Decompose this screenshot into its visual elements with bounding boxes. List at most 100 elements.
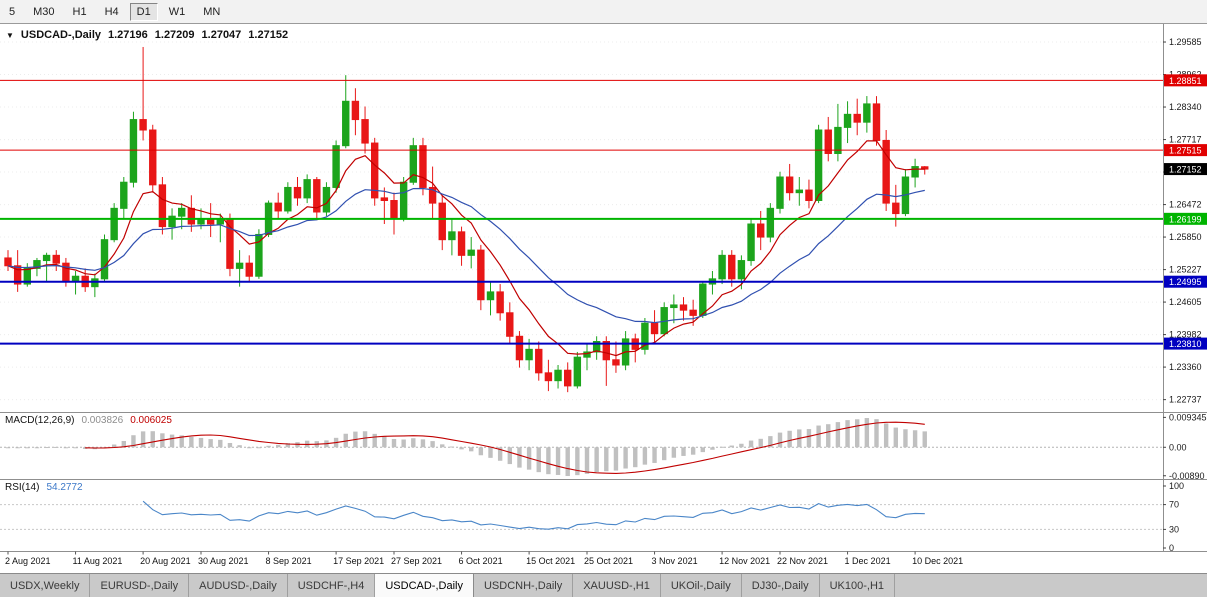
candle-body xyxy=(168,215,176,228)
ma-slow-line xyxy=(7,187,925,324)
macd-histogram-bar xyxy=(208,439,213,448)
macd-histogram-bar xyxy=(401,439,406,448)
candle-body xyxy=(467,249,475,256)
candle-body xyxy=(757,223,765,238)
price-line-label: 1.28851 xyxy=(1169,76,1202,86)
chart-canvas: 1.295851.289621.283401.277171.270951.264… xyxy=(0,24,1207,566)
macd-histogram-bar xyxy=(111,444,117,448)
macd-histogram-bar xyxy=(855,419,860,448)
price-axis-label: 1.24605 xyxy=(1169,297,1202,307)
macd-histogram-bar xyxy=(420,439,426,448)
chart-tab-eurusd-daily[interactable]: EURUSD-,Daily xyxy=(90,574,190,597)
price-axis-label: 1.26472 xyxy=(1169,200,1202,210)
candle-body xyxy=(718,254,726,280)
macd-histogram-bar xyxy=(826,424,831,448)
macd-histogram-bar xyxy=(440,444,445,448)
macd-histogram-bar xyxy=(536,447,541,473)
chart-tab-audusd-daily[interactable]: AUDUSD-,Daily xyxy=(189,574,288,597)
timeframe-button-w1[interactable]: W1 xyxy=(168,5,186,18)
ma-fast-line xyxy=(7,140,925,357)
candle-body xyxy=(882,139,890,204)
candle-body xyxy=(824,129,832,155)
candle-body xyxy=(293,186,302,199)
macd-histogram-bar xyxy=(748,440,754,448)
candle-body xyxy=(525,348,533,361)
date-axis-label: 15 Oct 2021 xyxy=(526,556,575,566)
macd-axis-label: 0.00 xyxy=(1169,442,1187,452)
candle-body xyxy=(843,113,852,128)
date-axis-label: 30 Aug 2021 xyxy=(198,556,249,566)
chart-tab-usdchf-h4[interactable]: USDCHF-,H4 xyxy=(287,574,376,597)
price-axis-label: 1.23360 xyxy=(1169,362,1202,372)
macd-axis-label: 0.009345 xyxy=(1169,412,1207,422)
candle-body xyxy=(380,197,389,202)
timeframe-button-d1[interactable]: D1 xyxy=(129,2,158,21)
macd-histogram-bar xyxy=(584,447,590,474)
chart-tab-dj30-daily[interactable]: DJ30-,Daily xyxy=(741,574,820,597)
price-axis-label: 1.29585 xyxy=(1169,37,1202,47)
candle-body xyxy=(409,145,418,183)
candle-body xyxy=(274,202,282,212)
candle-body xyxy=(892,202,900,215)
date-axis-label: 10 Dec 2021 xyxy=(912,556,963,566)
date-axis-label: 25 Oct 2021 xyxy=(584,556,633,566)
candle-body xyxy=(419,145,427,188)
chart-tab-xauusd-h1[interactable]: XAUUSD-,H1 xyxy=(573,574,661,597)
candle-body xyxy=(23,267,32,285)
macd-histogram-bar xyxy=(25,447,30,449)
candle-body xyxy=(120,181,128,209)
macd-histogram-bar xyxy=(131,435,136,448)
macd-histogram-bar xyxy=(459,447,464,450)
macd-histogram-bar xyxy=(633,447,638,468)
macd-histogram-bar xyxy=(777,432,783,448)
chart-tab-ukoil-daily[interactable]: UKOil-,Daily xyxy=(660,574,742,597)
macd-histogram-bar xyxy=(266,445,271,448)
candle-body xyxy=(602,341,610,361)
price-line-label-box xyxy=(1164,275,1207,288)
candle-body xyxy=(361,119,369,144)
macd-histogram-bar xyxy=(343,433,348,448)
candle-body xyxy=(42,254,51,262)
macd-histogram-bar xyxy=(835,422,841,448)
rsi-line xyxy=(142,500,925,530)
macd-histogram-bar xyxy=(411,438,416,448)
price-line-label-box xyxy=(1164,144,1207,157)
macd-histogram-bar xyxy=(44,447,49,449)
timeframe-button-h1[interactable]: H1 xyxy=(72,5,87,18)
price-line-label-box xyxy=(1164,212,1207,225)
timeframe-button-5[interactable]: 5 xyxy=(9,5,16,18)
candle-body xyxy=(303,179,311,199)
macd-histogram-bar xyxy=(575,447,580,476)
candle-body xyxy=(149,129,157,186)
chart-tabs-bar: USDX,Weekly EURUSD-,Daily AUDUSD-,Daily USD… xyxy=(0,573,1207,597)
macd-axis-label: -0.00890 xyxy=(1169,471,1205,481)
macd-histogram-bar xyxy=(555,447,561,475)
timeframe-button-mn[interactable]: MN xyxy=(203,5,221,18)
price-axis-label: 1.22737 xyxy=(1169,395,1202,405)
quote-close: 1.27152 xyxy=(248,29,289,41)
chart-tab-usdx-weekly[interactable]: USDX,Weekly xyxy=(0,574,91,597)
timeframe-button-h4[interactable]: H4 xyxy=(104,5,119,18)
candle-body xyxy=(371,142,379,199)
macd-histogram-bar xyxy=(478,447,484,456)
candle-body xyxy=(650,322,659,335)
candle-body xyxy=(863,103,871,123)
chart-tab-usdcad-daily[interactable]: USDCAD-,Daily xyxy=(375,574,474,597)
macd-histogram-bar xyxy=(613,447,619,471)
candle-body xyxy=(699,283,707,316)
chart-tab-uk100-h1[interactable]: UK100-,H1 xyxy=(819,574,896,597)
macd-histogram-bar xyxy=(681,447,686,456)
price-line-label-box xyxy=(1164,337,1207,350)
macd-histogram-bar xyxy=(652,447,657,463)
candle-body xyxy=(679,304,688,311)
macd-histogram-bar xyxy=(169,434,175,448)
candle-body xyxy=(689,309,697,316)
timeframe-button-m30[interactable]: M30 xyxy=(33,5,55,18)
rsi-axis-label: 30 xyxy=(1169,524,1179,534)
date-axis-label: 8 Sep 2021 xyxy=(266,556,312,566)
candle-body xyxy=(554,369,562,382)
macd-histogram-bar xyxy=(54,446,59,448)
candle-body xyxy=(332,145,340,188)
chart-tab-usdcnh-daily[interactable]: USDCNH-,Daily xyxy=(473,574,574,597)
collapse-arrow-icon[interactable]: ▼ xyxy=(6,30,14,40)
